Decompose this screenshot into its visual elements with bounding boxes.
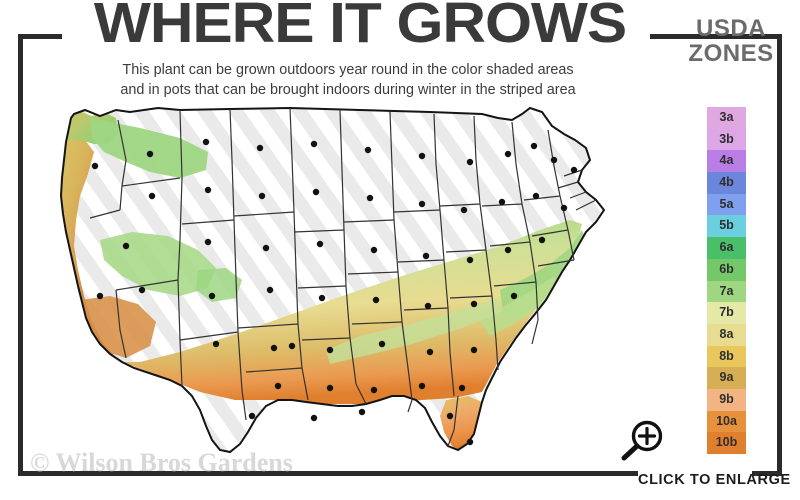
zone-swatch-7a: 7a bbox=[707, 280, 746, 303]
watermark: © Wilson Bros Gardens bbox=[30, 448, 293, 477]
zone-swatch-10b: 10b bbox=[707, 432, 746, 454]
usa-outline bbox=[59, 106, 606, 454]
subtitle-line-1: This plant can be grown outdoors year ro… bbox=[122, 62, 574, 78]
usda-hardiness-map[interactable] bbox=[30, 100, 650, 470]
click-to-enlarge-label[interactable]: CLICK TO ENLARGE bbox=[638, 472, 791, 488]
page-title: WHERE IT GROWS bbox=[93, 0, 627, 55]
zone-swatch-4b: 4b bbox=[707, 172, 746, 194]
usda-zones-heading-line-1: USDA bbox=[695, 15, 766, 42]
zone-swatch-6b: 6b bbox=[707, 258, 746, 281]
usda-zones-heading: USDA ZONES bbox=[672, 16, 790, 66]
zone-swatch-9b: 9b bbox=[707, 388, 746, 411]
zone-swatch-8b: 8b bbox=[707, 345, 746, 368]
zone-swatch-10a: 10a bbox=[707, 410, 746, 433]
map-color-shaded-region bbox=[61, 110, 586, 452]
zone-swatch-7b: 7b bbox=[707, 302, 746, 324]
subtitle-line-2: and in pots that can be brought indoors … bbox=[120, 82, 576, 98]
frame-border-bottom-left bbox=[18, 471, 638, 476]
zone-swatch-6a: 6a bbox=[707, 237, 746, 259]
state-boundaries bbox=[89, 107, 597, 447]
zone-swatch-4a: 4a bbox=[707, 150, 746, 173]
frame-border-right bbox=[777, 34, 782, 476]
zone-swatch-8a: 8a bbox=[707, 323, 746, 346]
city-dots bbox=[91, 138, 578, 446]
zone-swatch-5a: 5a bbox=[707, 193, 746, 216]
zone-swatch-3a: 3a bbox=[707, 107, 746, 129]
subtitle: This plant can be grown outdoors year ro… bbox=[28, 60, 668, 100]
zone-swatch-5b: 5b bbox=[707, 215, 746, 238]
frame-border-top-right bbox=[650, 34, 782, 39]
frame-border-bottom-right bbox=[752, 471, 782, 476]
usda-zone-legend: 3a 3b 4a 4b 5a 5b 6a 6b 7a 7b 8a 8b 9a 9b 10a 10b bbox=[707, 107, 746, 454]
magnifier-svg bbox=[621, 420, 663, 461]
zone-swatch-9a: 9a bbox=[707, 367, 746, 389]
magnifier-plus-icon[interactable] bbox=[614, 418, 668, 464]
map-svg bbox=[59, 106, 606, 454]
usda-zones-heading-line-2: ZONES bbox=[688, 40, 774, 67]
frame-border-left bbox=[18, 34, 23, 476]
zone-swatch-3b: 3b bbox=[707, 128, 746, 151]
frame-border-top-left bbox=[18, 34, 62, 39]
